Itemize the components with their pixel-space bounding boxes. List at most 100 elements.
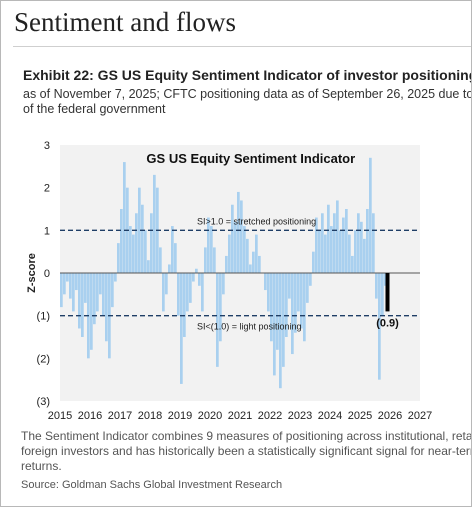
series-bar — [258, 255, 261, 273]
series-bar — [141, 204, 144, 273]
series-bar — [300, 273, 303, 329]
series-bar — [165, 273, 168, 295]
series-bar — [195, 268, 198, 273]
series-bar — [291, 273, 294, 355]
y-tick-label: (2) — [37, 353, 50, 365]
threshold-label: SI<(1.0) = light positioning — [197, 322, 302, 332]
series-bar — [312, 251, 315, 273]
series-bar — [69, 273, 72, 299]
series-bar — [60, 273, 63, 308]
series-bar — [333, 213, 336, 273]
series-bar — [267, 273, 270, 312]
series-bar — [234, 221, 237, 273]
series-bar — [243, 226, 246, 273]
series-bar — [384, 273, 387, 286]
series-bar — [237, 191, 240, 273]
series-bar — [144, 230, 147, 273]
series-bar — [186, 273, 189, 312]
series-bar — [381, 273, 384, 316]
series-bar — [210, 226, 213, 273]
series-bar — [75, 273, 78, 291]
series-bar — [93, 273, 96, 325]
latest-value-label: (0.9) — [376, 317, 399, 329]
series-bar — [222, 273, 225, 295]
series-bar — [123, 162, 126, 273]
y-tick-label: 3 — [44, 140, 50, 152]
x-tick-label: 2015 — [48, 410, 72, 422]
series-bar — [102, 273, 105, 316]
series-bar — [297, 273, 300, 312]
series-bar — [153, 174, 156, 273]
y-tick-label: 1 — [44, 225, 50, 237]
series-bar — [315, 217, 318, 273]
series-bar — [318, 230, 321, 273]
series-bar — [288, 273, 291, 299]
threshold-lines: SI>1.0 = stretched positioning SI<(1.0) =… — [60, 216, 420, 332]
series-bar — [132, 234, 135, 273]
x-tick-label: 2018 — [138, 410, 162, 422]
series-bar — [225, 255, 228, 273]
series-bar — [99, 273, 102, 295]
series-bar — [213, 247, 216, 273]
series-bar — [90, 273, 93, 350]
series-bar — [231, 204, 234, 273]
x-tick-label: 2026 — [378, 410, 402, 422]
series-bar — [135, 213, 138, 273]
series-bar — [306, 273, 309, 303]
x-tick-label: 2021 — [228, 410, 252, 422]
x-tick-label: 2022 — [258, 410, 282, 422]
series-bar — [204, 247, 207, 273]
sentiment-chart: SI>1.0 = stretched positioning SI<(1.0) =… — [26, 140, 432, 422]
source-note: Source: Goldman Sachs Global Investment … — [21, 479, 283, 491]
series-bar — [327, 204, 330, 273]
series-bar — [378, 273, 381, 380]
series-bar — [207, 217, 210, 273]
series-bar — [147, 260, 150, 273]
series-bar — [216, 273, 219, 367]
x-tick-label: 2020 — [198, 410, 222, 422]
series-bar — [138, 187, 141, 273]
series-bar — [324, 234, 327, 273]
series-bar — [351, 255, 354, 273]
series-bar — [105, 273, 108, 342]
y-axis-label: Z-score — [26, 253, 38, 293]
series-bar — [63, 273, 66, 295]
y-tick-label: (1) — [37, 311, 50, 323]
series-bar — [192, 273, 195, 282]
series-bar — [159, 247, 162, 273]
series-bar — [150, 213, 153, 273]
series-bar — [375, 273, 378, 299]
series-bar — [264, 273, 267, 291]
x-tick-label: 2024 — [318, 410, 342, 422]
series-bar — [111, 273, 114, 308]
series-bar — [171, 226, 174, 273]
series-bar — [78, 273, 81, 329]
series-bar — [270, 273, 273, 342]
series-bar — [345, 209, 348, 273]
y-tick-label: 2 — [44, 183, 50, 195]
series-bar — [321, 213, 324, 273]
series-bar — [84, 273, 87, 303]
series-bar — [303, 273, 306, 342]
series-bar — [198, 273, 201, 286]
series-bar — [120, 209, 123, 273]
y-axis: 3 2 1 0 (1) (2) (3) — [37, 140, 50, 408]
series-bar — [162, 273, 165, 312]
x-tick-label: 2023 — [288, 410, 312, 422]
title-divider — [13, 46, 471, 47]
chart-title: GS US Equity Sentiment Indicator — [146, 151, 355, 166]
series-bar — [255, 234, 258, 273]
series-bar — [72, 273, 75, 312]
series-bar — [342, 217, 345, 273]
series-bar — [228, 234, 231, 273]
threshold-label: SI>1.0 = stretched positioning — [197, 216, 316, 226]
series-bar — [240, 200, 243, 273]
series-bar — [339, 230, 342, 273]
series-bar — [174, 243, 177, 273]
series-bar — [279, 273, 282, 389]
x-axis: 2015 2016 2017 2018 2019 2020 2021 2022 2023 2024… — [48, 410, 432, 422]
x-tick-label: 2017 — [108, 410, 132, 422]
series-bar — [372, 213, 375, 273]
series-bar — [294, 273, 297, 333]
